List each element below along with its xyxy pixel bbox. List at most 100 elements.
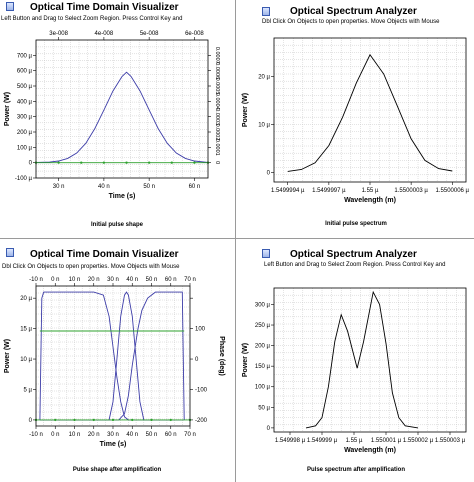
top-tick-label: 5e-008: [140, 31, 159, 37]
pulse-spectrum-chart[interactable]: 1.5499994 µ 1.5499997 µ 1.55 µ 1.5500003 µ 1…: [238, 24, 474, 218]
top-tick-label: 20 n: [88, 277, 100, 283]
x-tick-label: 0 n: [51, 432, 59, 438]
y-tick-label: 600 µ: [17, 69, 33, 75]
top-tick-label: 6e-008: [185, 31, 204, 37]
right-tick-label: 0.0006: [214, 62, 220, 79]
x-axis-title: Time (s): [100, 441, 127, 448]
series-point: [170, 161, 173, 164]
visualizer-icon[interactable]: [6, 248, 14, 257]
right-tick-label: -100: [195, 387, 208, 393]
series-point: [147, 161, 151, 164]
y-tick-label: 300 µ: [255, 302, 271, 308]
right-tick-label: -200: [195, 418, 208, 424]
right-tick-label: 0.0003: [214, 108, 220, 125]
plot-frame: [35, 39, 209, 179]
panel-caption: Initial pulse spectrum: [325, 221, 387, 227]
x-tick-label: 70 n: [184, 432, 196, 438]
x-tick-label: 1.550003 µ: [435, 438, 466, 444]
right-tick-label: 0.0001: [214, 139, 220, 156]
right-tick-label: 0.0004: [214, 93, 220, 110]
amplified-pulse-spectrum-chart[interactable]: 1.549998 µ 1.549999 µ 1.55 µ 1.550001 µ 1.55…: [238, 272, 474, 466]
right-tick-label: 0: [214, 161, 220, 164]
series-line: [305, 290, 419, 429]
y-tick-label: 0: [267, 426, 271, 432]
panel-hint: Left Button and Drag to Select Zoom Regi…: [264, 262, 446, 268]
x-tick-label: 1.550001 µ: [371, 438, 402, 444]
y-axis-title: Power (W): [242, 93, 249, 127]
series-line: [287, 53, 453, 172]
y-tick-label: 400 µ: [17, 99, 33, 105]
series-point: [54, 418, 57, 422]
plot-frame: [35, 285, 191, 427]
series-point: [80, 161, 83, 164]
y-axis-title: Power (W): [4, 92, 11, 126]
top-tick-label: 30 n: [107, 277, 119, 283]
x-tick-label: 1.5500006 µ: [436, 188, 470, 194]
y-tick-label: 200 µ: [255, 344, 271, 350]
y-tick-label: 700 µ: [17, 53, 33, 59]
x-tick-label: 1.550002 µ: [403, 438, 434, 444]
top-tick-label: 60 n: [165, 277, 177, 283]
x-tick-label: -10 n: [29, 432, 43, 438]
panel-hint: Dbl Click On Objects to open properties.…: [262, 19, 440, 25]
right-tick-label: 0.0002: [214, 124, 220, 141]
series-point: [169, 418, 172, 422]
analyzer-icon[interactable]: [262, 249, 270, 258]
analyzer-icon[interactable]: [262, 7, 270, 16]
right-tick-label: 0.0005: [214, 78, 220, 95]
plot-frame: [273, 37, 467, 183]
y-tick-label: 0: [29, 418, 33, 424]
top-tick-label: 4e-008: [95, 31, 114, 37]
x-axis-title: Wavelength (m): [344, 197, 396, 204]
x-tick-label: 1.5500003 µ: [394, 188, 428, 194]
panel-caption: Pulse shape after amplification: [72, 467, 162, 473]
right-tick-label: 0.0007: [214, 47, 220, 64]
x-tick-label: 1.55 µ: [362, 188, 379, 194]
series-point: [193, 161, 196, 164]
y-tick-label: 0: [29, 161, 33, 167]
visualizer-icon[interactable]: [6, 2, 14, 11]
x-tick-label: 1.55 µ: [346, 438, 363, 444]
top-tick-label: 10 n: [69, 277, 81, 283]
panel-caption: Pulse spectrum after amplification: [306, 467, 406, 473]
x-tick-label: 1.5499994 µ: [271, 188, 305, 194]
x-tick-label: 10 n: [69, 432, 81, 438]
y-tick-label: 150 µ: [255, 364, 271, 370]
amplified-pulse-shape-chart[interactable]: -10 n 0 n 10 n 20 n 30 n 40 n 50 n 60 n 70 n 0 5 µ…: [0, 272, 234, 466]
y-tick-label: 250 µ: [255, 323, 271, 329]
panel-title: Optical Time Domain Visualizer: [30, 2, 179, 13]
right-tick-label: 0: [195, 357, 199, 363]
x-tick-label: 30 n: [107, 432, 119, 438]
y-tick-label: 10 µ: [20, 357, 32, 363]
panel-title: Optical Spectrum Analyzer: [290, 249, 417, 260]
y-tick-label: 20 µ: [20, 296, 32, 302]
x-tick-label: 40 n: [98, 184, 110, 190]
panel-title: Optical Spectrum Analyzer: [290, 6, 417, 17]
x-tick-label: 1.549999 µ: [307, 438, 338, 444]
x-axis-title: Time (s): [109, 193, 136, 200]
y-tick-label: 300 µ: [17, 115, 33, 121]
x-axis-title: Wavelength (m): [344, 447, 396, 454]
series-point: [150, 418, 153, 422]
x-tick-label: 20 n: [88, 432, 100, 438]
plot-frame: [273, 287, 467, 433]
pulse-shape-chart[interactable]: 30 n 40 n 50 n 60 n -100 µ 0 100 µ 200 µ 300 µ 40…: [0, 24, 234, 218]
y-axis-title: Power (W): [4, 339, 11, 373]
top-tick-label: 40 n: [126, 277, 138, 283]
y-tick-label: 10 µ: [258, 122, 270, 128]
y-tick-label: 50 µ: [258, 405, 270, 411]
series-point: [111, 418, 115, 422]
y-tick-label: 15 µ: [20, 327, 32, 333]
y-tick-label: 100 µ: [255, 385, 271, 391]
y-tick-label: 100 µ: [17, 145, 33, 151]
horizontal-divider: [0, 238, 474, 239]
x-tick-label: 40 n: [126, 432, 138, 438]
right-axis-title: Phase (deg): [218, 336, 225, 376]
series-point: [92, 418, 95, 422]
series-line: [35, 71, 209, 163]
x-tick-label: 1.549998 µ: [275, 438, 306, 444]
series-point: [57, 161, 60, 164]
panel-hint: Left Button and Drag to Select Zoom Regi…: [1, 16, 183, 22]
y-tick-label: 200 µ: [17, 130, 33, 136]
panel-caption: Initial pulse shape: [90, 222, 143, 228]
